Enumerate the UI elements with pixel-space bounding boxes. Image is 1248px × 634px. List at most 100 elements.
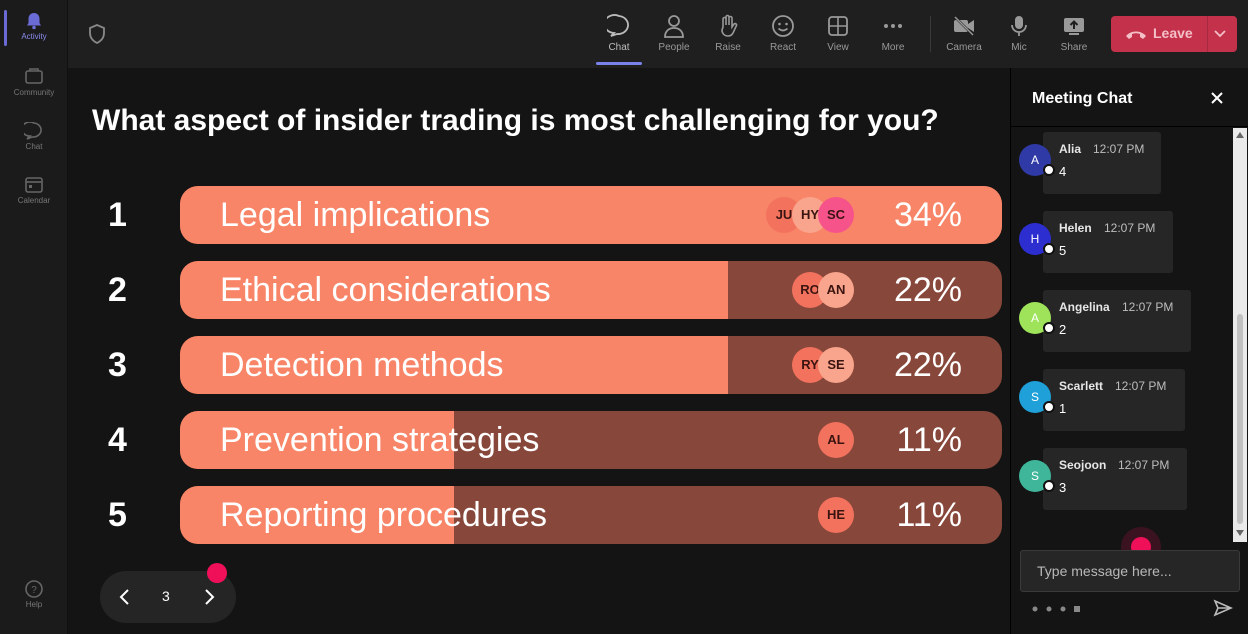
toolbar-camera-button[interactable]: Camera	[939, 10, 989, 60]
option-bar-fill	[180, 261, 729, 319]
rail-item-activity[interactable]: Activity	[0, 12, 68, 41]
option-bar: Reporting procedures 11% HE	[180, 486, 1002, 544]
poll-option-row[interactable]: 1 Legal implications 34% JU HY SC	[68, 186, 1010, 244]
meeting-chat-panel: Meeting Chat Alia 12:07 PM 4 A Helen 12:07 PM…	[1010, 68, 1248, 634]
close-icon[interactable]	[1207, 88, 1227, 108]
app-rail: Activity Community Chat Calendar ? Help	[0, 0, 68, 634]
message-sender: Helen	[1059, 221, 1092, 235]
chat-format-tools[interactable]	[1031, 604, 1091, 616]
option-bar: Prevention strategies 11% AL	[180, 411, 1002, 469]
toolbar-mic-button[interactable]: Mic	[994, 10, 1044, 60]
option-label: Reporting procedures	[220, 496, 547, 534]
option-number: 5	[108, 496, 127, 534]
rail-item-chat[interactable]: Chat	[0, 122, 68, 151]
toolbar-item-label: Mic	[1011, 42, 1027, 53]
calendar-icon	[25, 177, 43, 193]
formatting-icons[interactable]	[1031, 604, 1091, 614]
toolbar-raise-button[interactable]: Raise	[703, 10, 753, 60]
message-text: 4	[1059, 164, 1067, 179]
option-percent: 22%	[893, 346, 962, 384]
rail-item-label: Calendar	[17, 196, 51, 205]
message-sender: Angelina	[1059, 300, 1110, 314]
shield-icon[interactable]	[88, 24, 106, 44]
svg-text:?: ?	[31, 585, 37, 596]
send-icon[interactable]	[1213, 598, 1233, 618]
option-percent: 22%	[893, 271, 962, 309]
message-time: 12:07 PM	[1115, 379, 1167, 393]
poll-option-row[interactable]: 2 Ethical considerations 22% RO AN	[68, 261, 1010, 319]
voter-avatar: AL	[818, 422, 854, 458]
option-bar: Detection methods 22% RY SE	[180, 336, 1002, 394]
message-text: 2	[1059, 322, 1067, 337]
voter-avatar: HE	[818, 497, 854, 533]
chat-scrollbar[interactable]	[1233, 128, 1247, 542]
scrollbar-thumb[interactable]	[1237, 314, 1243, 524]
mic-icon	[1011, 16, 1027, 36]
poll-option-row[interactable]: 5 Reporting procedures 11% HE	[68, 486, 1010, 544]
toolbar-item-label: React	[769, 42, 797, 53]
rail-item-label: Help	[25, 600, 43, 609]
rail-item-help[interactable]: ? Help	[0, 580, 68, 609]
poll-option-row[interactable]: 4 Prevention strategies 11% AL	[68, 411, 1010, 469]
toolbar-item-label: Raise	[715, 42, 741, 53]
toolbar-item-label: People	[658, 42, 690, 53]
option-number: 1	[108, 196, 127, 234]
toolbar-share-button[interactable]: Share	[1049, 10, 1099, 60]
option-percent: 11%	[896, 496, 962, 534]
chevron-right-icon[interactable]	[202, 587, 216, 607]
help-icon: ?	[25, 580, 43, 598]
option-bar-fill	[180, 411, 454, 469]
toolbar-item-label: Camera	[946, 42, 982, 53]
option-number: 4	[108, 421, 127, 459]
presence-status-icon	[1043, 401, 1055, 413]
option-label: Detection methods	[220, 346, 504, 384]
toolbar-view-button[interactable]: View	[813, 10, 863, 60]
hang-up-icon	[1126, 31, 1146, 39]
community-icon	[25, 68, 43, 84]
message-bubble: Angelina 12:07 PM 2	[1043, 290, 1191, 352]
message-bubble: Scarlett 12:07 PM 1	[1043, 369, 1185, 431]
option-bar-fill	[180, 186, 1002, 244]
more-icon	[884, 24, 902, 28]
smile-icon	[772, 15, 794, 37]
cursor-indicator	[207, 563, 227, 583]
rail-item-label: Activity	[21, 32, 47, 41]
poll-question: What aspect of insider trading is most c…	[92, 104, 939, 137]
toolbar-more-button[interactable]: More	[868, 10, 918, 60]
message-bubble: Helen 12:07 PM 5	[1043, 211, 1173, 273]
rail-item-calendar[interactable]: Calendar	[0, 176, 68, 205]
presence-status-icon	[1043, 243, 1055, 255]
message-sender: Scarlett	[1059, 379, 1104, 393]
poll-option-row[interactable]: 3 Detection methods 22% RY SE	[68, 336, 1010, 394]
rail-active-indicator	[4, 10, 7, 46]
presence-status-icon	[1043, 164, 1055, 176]
message-time: 12:07 PM	[1093, 142, 1145, 156]
chat-title: Meeting Chat	[1032, 90, 1133, 107]
message-time: 12:07 PM	[1104, 221, 1156, 235]
chevron-down-icon[interactable]	[1213, 28, 1227, 40]
rail-item-label: Community	[13, 88, 55, 97]
toolbar-people-button[interactable]: People	[649, 10, 699, 60]
rail-item-label: Chat	[25, 142, 43, 151]
scroll-down-icon[interactable]	[1236, 530, 1244, 536]
leave-button[interactable]: Leave	[1111, 16, 1237, 52]
option-bar: Legal implications 34% JU HY SC	[180, 186, 1002, 244]
message-time: 12:07 PM	[1122, 300, 1174, 314]
active-tab-indicator	[596, 62, 642, 65]
poll-stage: What aspect of insider trading is most c…	[68, 68, 1010, 634]
scroll-up-icon[interactable]	[1236, 132, 1244, 138]
chevron-left-icon[interactable]	[118, 587, 132, 607]
page-number: 3	[162, 588, 170, 604]
toolbar-react-button[interactable]: React	[758, 10, 808, 60]
leave-split-divider	[1207, 16, 1208, 52]
option-number: 2	[108, 271, 127, 309]
raise-hand-icon	[721, 14, 738, 37]
rail-item-community[interactable]: Community	[0, 68, 68, 97]
camera-off-icon	[953, 15, 975, 37]
option-percent: 11%	[896, 421, 962, 459]
share-icon	[1064, 18, 1084, 35]
toolbar-chat-button[interactable]: Chat	[594, 10, 644, 60]
chat-message-input[interactable]	[1020, 550, 1240, 592]
message-sender: Alia	[1059, 142, 1082, 156]
toolbar-item-label: Chat	[608, 42, 630, 53]
